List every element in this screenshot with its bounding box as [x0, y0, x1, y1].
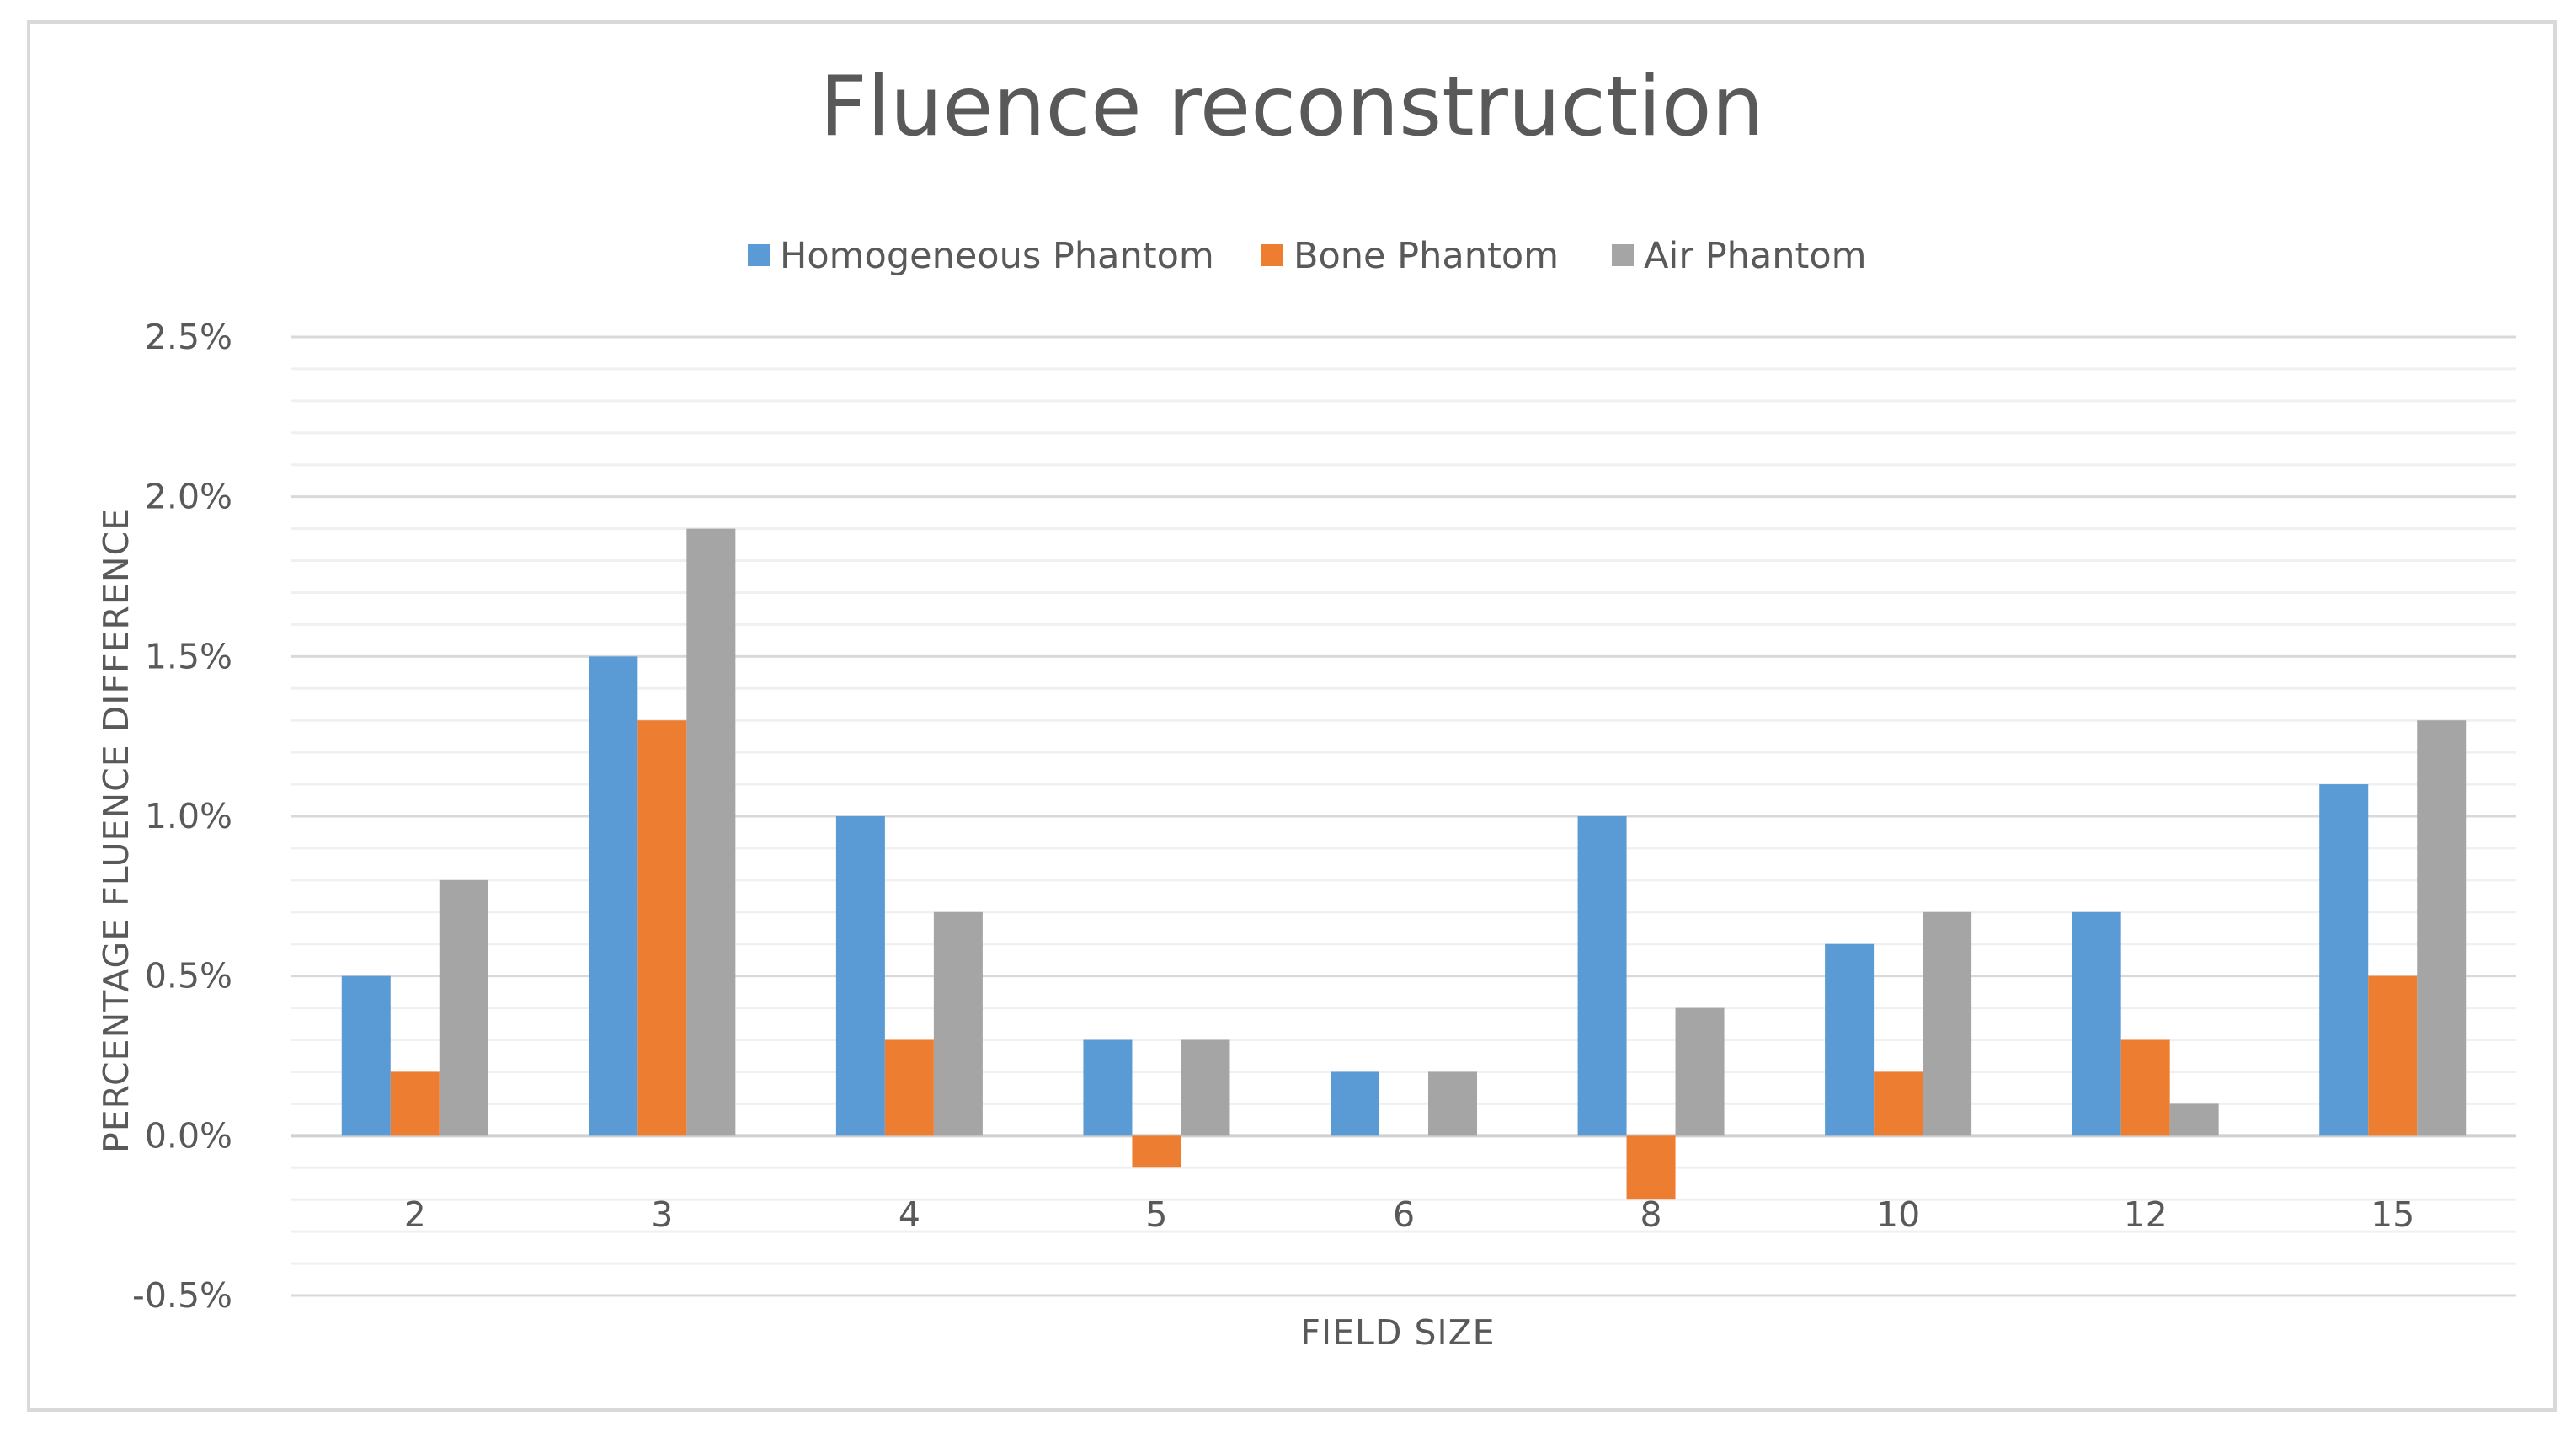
- bar-air-phantom: [2169, 1103, 2219, 1136]
- bars: [341, 528, 2467, 1200]
- y-axis-title: PERCENTAGE FLUENCE DIFFERENCE: [96, 508, 136, 1153]
- x-tick-label: 6: [1393, 1194, 1415, 1235]
- x-tick-label: 12: [2124, 1194, 2168, 1235]
- y-tick-label: 2.0%: [145, 477, 232, 517]
- bar-air-phantom: [1181, 1039, 1230, 1136]
- bar-bone-phantom: [1132, 1135, 1181, 1168]
- bar-homogeneous-phantom: [2319, 784, 2369, 1136]
- x-axis-ticks: 2 3 4 5 6 8 10 12 15: [404, 1194, 2415, 1235]
- bar-homogeneous-phantom: [1331, 1071, 1379, 1136]
- y-axis-ticks: -0.5% 0.0% 0.5% 1.0% 1.5% 2.0% 2.5%: [132, 317, 232, 1316]
- x-tick-label: 8: [1640, 1194, 1662, 1235]
- y-tick-label: 1.5%: [145, 636, 232, 676]
- bar-bone-phantom: [637, 720, 687, 1136]
- bar-bone-phantom: [1874, 1071, 1923, 1136]
- bar-homogeneous-phantom: [341, 975, 391, 1136]
- bar-bone-phantom: [2368, 975, 2418, 1136]
- legend-label: Air Phantom: [1644, 235, 1867, 277]
- bar-bone-phantom: [884, 1039, 934, 1136]
- x-tick-label: 3: [651, 1194, 673, 1235]
- bar-air-phantom: [439, 879, 488, 1136]
- x-tick-label: 4: [899, 1194, 920, 1235]
- bar-bone-phantom: [1626, 1135, 1676, 1200]
- bar-air-phantom: [1923, 911, 1972, 1136]
- y-tick-label: 0.0%: [145, 1115, 232, 1156]
- bar-air-phantom: [1428, 1071, 1477, 1136]
- legend: Homogeneous Phantom Bone Phantom Air Phant…: [748, 235, 1867, 277]
- legend-label: Homogeneous Phantom: [780, 235, 1214, 277]
- fluence-bar-chart: Fluence reconstruction Homogeneous Phant…: [96, 59, 2516, 1353]
- x-tick-label: 10: [1876, 1194, 1920, 1235]
- x-tick-label: 5: [1145, 1194, 1167, 1235]
- bar-homogeneous-phantom: [835, 816, 885, 1136]
- legend-swatch: [748, 244, 770, 266]
- bar-homogeneous-phantom: [1083, 1039, 1133, 1136]
- legend-swatch: [1612, 244, 1634, 266]
- x-tick-label: 2: [404, 1194, 426, 1235]
- legend-swatch: [1261, 244, 1283, 266]
- bar-homogeneous-phantom: [2072, 911, 2121, 1136]
- bar-homogeneous-phantom: [1577, 816, 1627, 1136]
- chart-frame: Fluence reconstruction Homogeneous Phant…: [27, 20, 2557, 1412]
- y-tick-label: 0.5%: [145, 956, 232, 996]
- x-axis-title: FIELD SIZE: [1300, 1312, 1495, 1353]
- bar-air-phantom: [2417, 720, 2467, 1136]
- bar-homogeneous-phantom: [589, 656, 638, 1136]
- bar-air-phantom: [933, 911, 983, 1136]
- bar-air-phantom: [1675, 1007, 1725, 1136]
- y-tick-label: 2.5%: [145, 317, 232, 357]
- bar-bone-phantom: [390, 1071, 440, 1136]
- bar-homogeneous-phantom: [1825, 943, 1875, 1136]
- y-tick-label: 1.0%: [145, 796, 232, 836]
- bar-bone-phantom: [2120, 1039, 2170, 1136]
- x-tick-label: 15: [2371, 1194, 2414, 1235]
- bar-air-phantom: [686, 528, 736, 1136]
- chart-title: Fluence reconstruction: [819, 59, 1763, 155]
- y-tick-label: -0.5%: [132, 1275, 232, 1316]
- legend-label: Bone Phantom: [1293, 235, 1559, 277]
